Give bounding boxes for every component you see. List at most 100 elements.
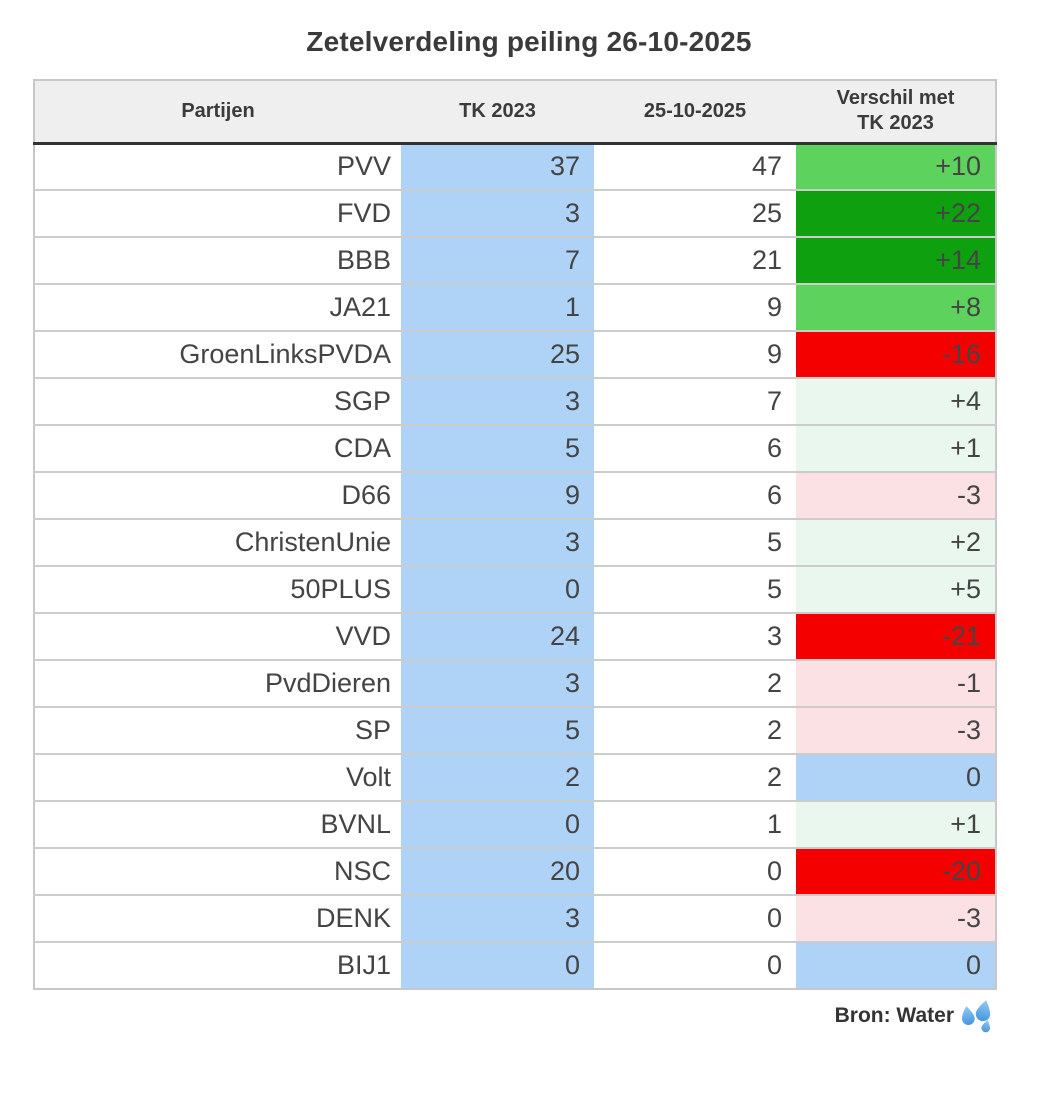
tk2023-value-cell: 5 xyxy=(401,424,594,472)
diff-value-cell: -16 xyxy=(796,330,996,378)
diff-value-cell: -21 xyxy=(796,612,996,660)
diff-value-cell: +1 xyxy=(796,424,996,472)
table-row: BVNL 0 1 +1 xyxy=(34,800,996,848)
seat-distribution-table: Partijen TK 2023 25-10-2025 Verschil met… xyxy=(33,79,997,990)
poll-value-cell: 1 xyxy=(594,800,796,848)
tk2023-value-cell: 3 xyxy=(401,659,594,707)
table-row: GroenLinksPVDA 25 9 -16 xyxy=(34,330,996,378)
poll-value-cell: 25 xyxy=(594,189,796,237)
tk2023-value-cell: 9 xyxy=(401,471,594,519)
party-name-cell: 50PLUS xyxy=(34,565,401,613)
table-row: BIJ1 0 0 0 xyxy=(34,941,996,989)
tk2023-value-cell: 3 xyxy=(401,377,594,425)
diff-value-cell: 0 xyxy=(796,753,996,801)
table-row: DENK 3 0 -3 xyxy=(34,894,996,942)
poll-value-cell: 5 xyxy=(594,518,796,566)
party-name-cell: NSC xyxy=(34,847,401,895)
diff-value-cell: +14 xyxy=(796,236,996,284)
header-row: Partijen TK 2023 25-10-2025 Verschil met… xyxy=(34,80,996,145)
party-name-cell: BBB xyxy=(34,236,401,284)
tk2023-value-cell: 7 xyxy=(401,236,594,284)
tk2023-value-cell: 0 xyxy=(401,800,594,848)
party-name-cell: D66 xyxy=(34,471,401,519)
tk2023-value-cell: 3 xyxy=(401,894,594,942)
diff-value-cell: -3 xyxy=(796,471,996,519)
page-title: Zetelverdeling peiling 26-10-2025 xyxy=(306,26,752,57)
tk2023-value-cell: 3 xyxy=(401,518,594,566)
table-row: VVD 24 3 -21 xyxy=(34,612,996,660)
column-header-tk2023: TK 2023 xyxy=(401,80,594,145)
party-name-cell: Volt xyxy=(34,753,401,801)
party-name-cell: DENK xyxy=(34,894,401,942)
party-name-cell: PvdDieren xyxy=(34,659,401,707)
poll-value-cell: 21 xyxy=(594,236,796,284)
tk2023-value-cell: 0 xyxy=(401,565,594,613)
table-row: JA21 1 9 +8 xyxy=(34,283,996,331)
poll-value-cell: 0 xyxy=(594,847,796,895)
tk2023-value-cell: 2 xyxy=(401,753,594,801)
poll-value-cell: 5 xyxy=(594,565,796,613)
column-header-verschil: Verschil met TK 2023 xyxy=(796,80,996,145)
diff-value-cell: +22 xyxy=(796,189,996,237)
source-credit: Bron: Water xyxy=(33,999,995,1033)
tk2023-value-cell: 0 xyxy=(401,941,594,989)
diff-value-cell: +5 xyxy=(796,565,996,613)
water-droplets-icon xyxy=(962,1000,991,1033)
party-name-cell: PVV xyxy=(336,151,391,182)
poll-value-cell: 2 xyxy=(594,706,796,754)
table-row: NSC 20 0 -20 xyxy=(34,847,996,895)
party-name-cell: BIJ1 xyxy=(34,941,401,989)
table-body: PVV 37 47 +10 FVD 3 25 +22 BBB 7 21 +14 … xyxy=(34,143,996,989)
tk2023-value-cell: 5 xyxy=(401,706,594,754)
table-row: SP 5 2 -3 xyxy=(34,706,996,754)
poll-value-cell: 6 xyxy=(594,424,796,472)
table-row: BBB 7 21 +14 xyxy=(34,236,996,284)
party-name-cell: GroenLinksPVDA xyxy=(34,330,401,378)
diff-value-cell: -20 xyxy=(796,847,996,895)
table-row: PVV 37 47 +10 xyxy=(34,143,996,190)
table-row: FVD 3 25 +22 xyxy=(34,189,996,237)
column-header-partijen: Partijen xyxy=(34,80,401,145)
party-name-cell: ChristenUnie xyxy=(34,518,401,566)
poll-value-cell: 0 xyxy=(594,941,796,989)
poll-value-cell: 7 xyxy=(594,377,796,425)
poll-value-cell: 47 xyxy=(751,151,782,182)
diff-value-cell: -3 xyxy=(796,894,996,942)
table-row: D66 9 6 -3 xyxy=(34,471,996,519)
column-header-verschil-label: Verschil met TK 2023 xyxy=(836,87,955,135)
party-name-cell: BVNL xyxy=(34,800,401,848)
infographic-page: Zetelverdeling peiling 26-10-2025 Partij… xyxy=(0,26,1058,1033)
tk2023-value-cell: 24 xyxy=(401,612,594,660)
diff-value-cell: +2 xyxy=(796,518,996,566)
party-name-cell: FVD xyxy=(34,189,401,237)
poll-value-cell: 0 xyxy=(594,894,796,942)
diff-value-cell: -3 xyxy=(796,706,996,754)
table-row: PvdDieren 3 2 -1 xyxy=(34,659,996,707)
column-header-poll-date: 25-10-2025 xyxy=(594,80,796,145)
tk2023-value-cell: 20 xyxy=(401,847,594,895)
poll-value-cell: 9 xyxy=(594,283,796,331)
tk2023-value-cell: 25 xyxy=(401,330,594,378)
table-row: CDA 5 6 +1 xyxy=(34,424,996,472)
poll-value-cell: 6 xyxy=(594,471,796,519)
table-row: SGP 3 7 +4 xyxy=(34,377,996,425)
table-row: 50PLUS 0 5 +5 xyxy=(34,565,996,613)
tk2023-value-cell: 3 xyxy=(401,189,594,237)
poll-value-cell: 3 xyxy=(594,612,796,660)
table-row: ChristenUnie 3 5 +2 xyxy=(34,518,996,566)
party-name-cell: SP xyxy=(34,706,401,754)
party-name-cell: CDA xyxy=(34,424,401,472)
diff-value-cell: -1 xyxy=(796,659,996,707)
tk2023-value-cell: 1 xyxy=(401,283,594,331)
tk2023-value-cell: 37 xyxy=(401,143,594,190)
party-name-cell: SGP xyxy=(34,377,401,425)
diff-value-cell: +1 xyxy=(796,800,996,848)
poll-value-cell: 2 xyxy=(594,659,796,707)
diff-value-cell: +10 xyxy=(796,143,996,190)
table-row: Volt 2 2 0 xyxy=(34,753,996,801)
party-name-cell: JA21 xyxy=(34,283,401,331)
party-name-cell: VVD xyxy=(34,612,401,660)
poll-value-cell: 2 xyxy=(594,753,796,801)
poll-value-cell: 9 xyxy=(594,330,796,378)
diff-value-cell: +8 xyxy=(796,283,996,331)
